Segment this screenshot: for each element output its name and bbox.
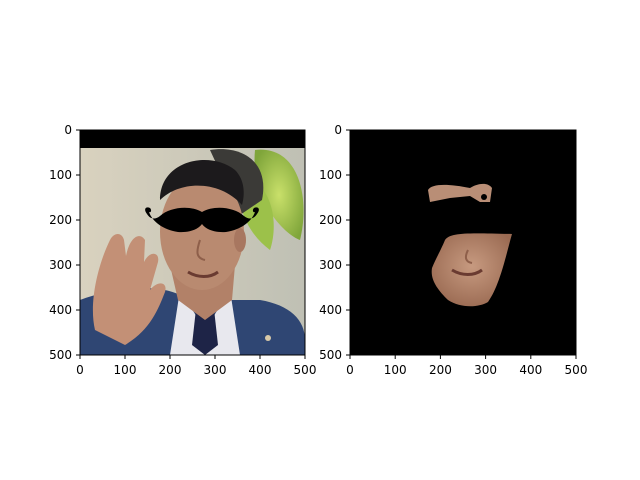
x-tick-label: 300 [204, 363, 227, 377]
nose [196, 239, 206, 261]
mouth [187, 270, 219, 278]
right-image-panel [350, 130, 576, 355]
y-tick-label: 100 [319, 168, 342, 182]
mask-nose [464, 249, 473, 264]
left-axis-ticks: 0 100 200 300 400 500 0 100 200 300 400 500 [49, 123, 316, 377]
x-tick-label: 0 [76, 363, 84, 377]
top-black-band [80, 130, 305, 148]
x-tick-label: 0 [346, 363, 354, 377]
green-leaf [254, 149, 304, 240]
ear [234, 228, 246, 252]
y-tick-label: 300 [49, 258, 72, 272]
y-tick-label: 500 [319, 348, 342, 362]
x-tick-label: 200 [159, 363, 182, 377]
forehead-skin-patch [428, 183, 492, 202]
x-tick-label: 300 [474, 363, 497, 377]
y-tick-label: 0 [334, 123, 342, 137]
y-tick-label: 400 [319, 303, 342, 317]
left-image-panel [80, 130, 305, 355]
y-tick-label: 500 [49, 348, 72, 362]
y-tick-label: 200 [49, 213, 72, 227]
waving-hand [92, 234, 166, 345]
y-tick-label: 100 [49, 168, 72, 182]
x-tick-label: 400 [249, 363, 272, 377]
lower-face-skin-patch [431, 233, 512, 307]
x-tick-label: 200 [429, 363, 452, 377]
y-tick-label: 400 [49, 303, 72, 317]
x-tick-label: 500 [565, 363, 588, 377]
x-tick-label: 100 [114, 363, 137, 377]
left-axes-frame [79, 129, 306, 356]
lapel-pin [265, 335, 271, 341]
mask-mouth [451, 268, 483, 276]
mustache-overlay [145, 207, 259, 233]
right-axes-frame [349, 129, 577, 356]
right-axis-ticks: 0 100 200 300 400 500 0 100 200 300 400 500 [319, 123, 587, 377]
face [160, 174, 244, 290]
y-tick-label: 200 [319, 213, 342, 227]
mask-hole [481, 194, 487, 200]
y-tick-label: 300 [319, 258, 342, 272]
x-tick-label: 400 [519, 363, 542, 377]
x-tick-label: 500 [294, 363, 317, 377]
hair [160, 160, 244, 205]
y-tick-label: 0 [64, 123, 72, 137]
x-tick-label: 100 [384, 363, 407, 377]
